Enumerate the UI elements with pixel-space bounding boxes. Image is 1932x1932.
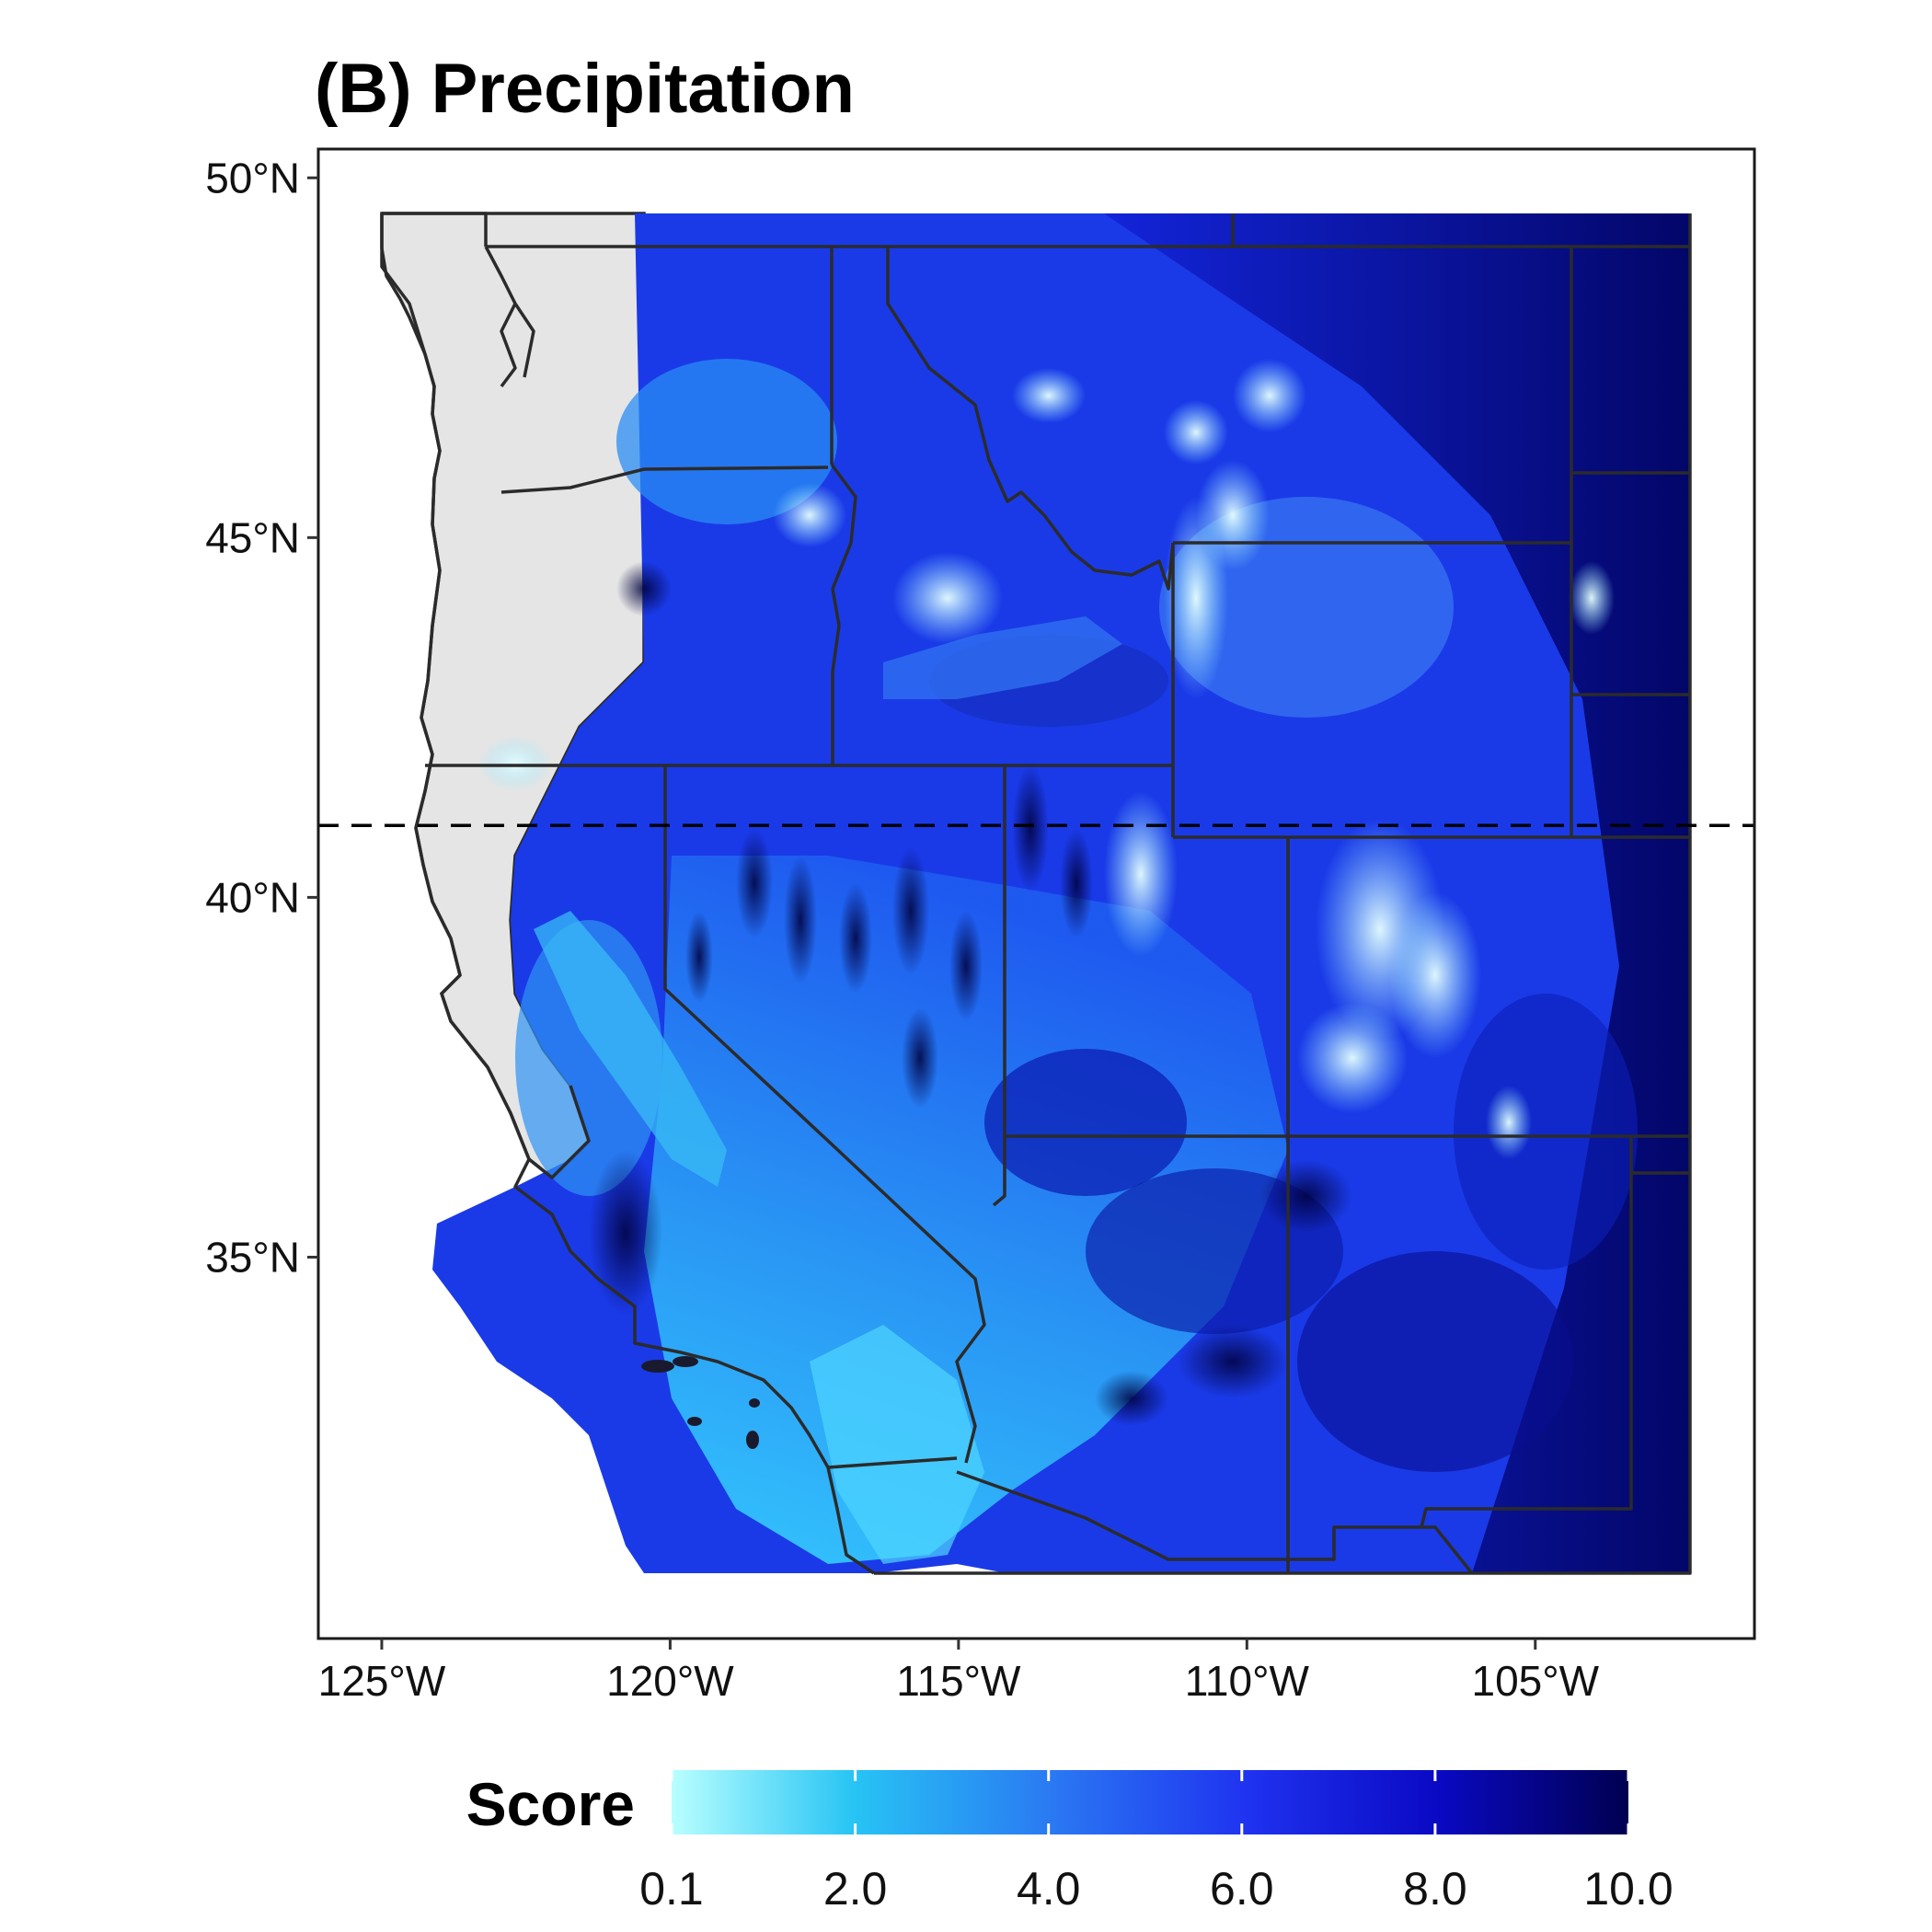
- coastline: [380, 212, 591, 1179]
- legend-tick-label: 8.0: [1403, 1863, 1467, 1915]
- map-panel: [318, 149, 1754, 1639]
- map-frame: [316, 147, 1756, 1640]
- legend-colorbar: [672, 1770, 1628, 1834]
- legend-tick-label: 2.0: [823, 1863, 888, 1915]
- x-tick-label: 125°W: [318, 1657, 446, 1705]
- state-borders: [425, 213, 1692, 1575]
- y-tick-label: 40°N: [205, 873, 300, 921]
- legend-tick-label: 4.0: [1017, 1863, 1081, 1915]
- legend-tick-label: 6.0: [1210, 1863, 1274, 1915]
- x-tick-label: 115°W: [896, 1657, 1021, 1705]
- legend-tick-label: 0.1: [639, 1863, 704, 1915]
- legend-tick-label: 10.0: [1583, 1863, 1673, 1915]
- x-tick-label: 120°W: [606, 1657, 734, 1705]
- puget-sound: [484, 246, 535, 388]
- x-tick-label: 110°W: [1185, 1657, 1310, 1705]
- y-axis: 50°N 45°N 40°N 35°N: [205, 154, 318, 1281]
- x-axis: 125°W 120°W 115°W 110°W 105°W: [318, 1639, 1600, 1705]
- ridge-streaks: [589, 561, 1352, 1426]
- legend-ticks: 0.1 2.0 4.0 6.0 8.0 10.0: [639, 1770, 1673, 1915]
- legend: Score 0.1 2.0 4.0 6.0 8.0 10.0: [466, 1770, 1673, 1915]
- y-tick-label: 35°N: [205, 1233, 300, 1281]
- map-title: (B) Precipitation: [315, 50, 855, 128]
- y-tick-label: 45°N: [205, 513, 300, 561]
- legend-title: Score: [466, 1770, 635, 1838]
- snake-river-plain: [883, 616, 1122, 699]
- x-tick-label: 105°W: [1471, 1657, 1599, 1705]
- channel-islands: [641, 1356, 760, 1449]
- southern-desert: [810, 1325, 984, 1564]
- southern-coastline: [513, 1158, 875, 1575]
- central-valley: [534, 911, 727, 1187]
- y-tick-label: 50°N: [205, 154, 300, 201]
